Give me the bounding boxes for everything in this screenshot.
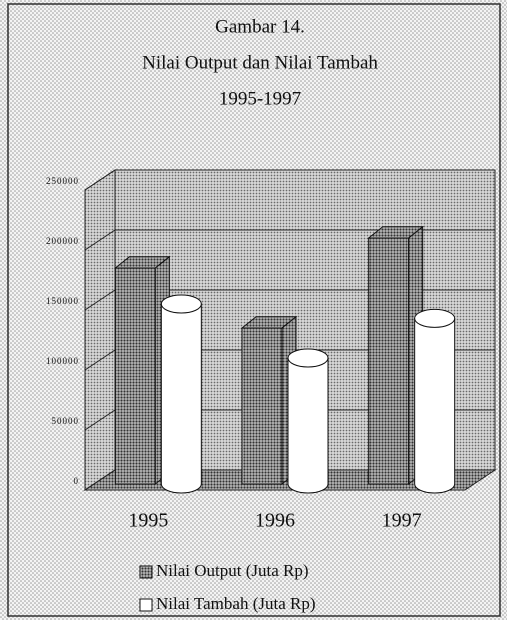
cylinder-bar <box>287 348 329 494</box>
y-tick-label: 250000 <box>46 176 79 186</box>
legend-swatch <box>139 565 153 579</box>
bar-body <box>414 317 456 494</box>
bar-front <box>241 327 283 485</box>
chart-title: 1995-1997 <box>219 88 301 109</box>
bar-top <box>287 348 329 368</box>
bar-top <box>160 294 202 314</box>
grid-line <box>84 229 495 251</box>
legend-label: Nilai Output (Juta Rp) <box>156 561 309 580</box>
y-tick-label: 0 <box>74 476 80 486</box>
bar-body <box>160 303 202 494</box>
legend-label: Nilai Tambah (Juta Rp) <box>156 594 316 613</box>
bar-body <box>287 357 329 494</box>
cylinder-bar <box>414 308 456 494</box>
y-tick-label: 50000 <box>52 416 80 426</box>
x-tick-label: 1996 <box>255 510 295 532</box>
cylinder-bar <box>160 294 202 494</box>
y-tick-label: 200000 <box>46 236 79 246</box>
chart-title: Gambar 14. <box>215 16 305 37</box>
frame <box>7 3 501 617</box>
bar-front <box>368 237 410 485</box>
x-tick-label: 1995 <box>128 510 168 532</box>
legend-swatch <box>139 598 153 612</box>
y-tick-label: 150000 <box>46 296 79 306</box>
grid-line <box>84 169 495 191</box>
chart-title: Nilai Output dan Nilai Tambah <box>142 52 378 73</box>
bar-front <box>114 267 156 485</box>
side-wall <box>84 169 116 491</box>
bar-top <box>414 308 456 328</box>
x-tick-label: 1997 <box>382 510 422 532</box>
y-tick-label: 100000 <box>46 356 79 366</box>
